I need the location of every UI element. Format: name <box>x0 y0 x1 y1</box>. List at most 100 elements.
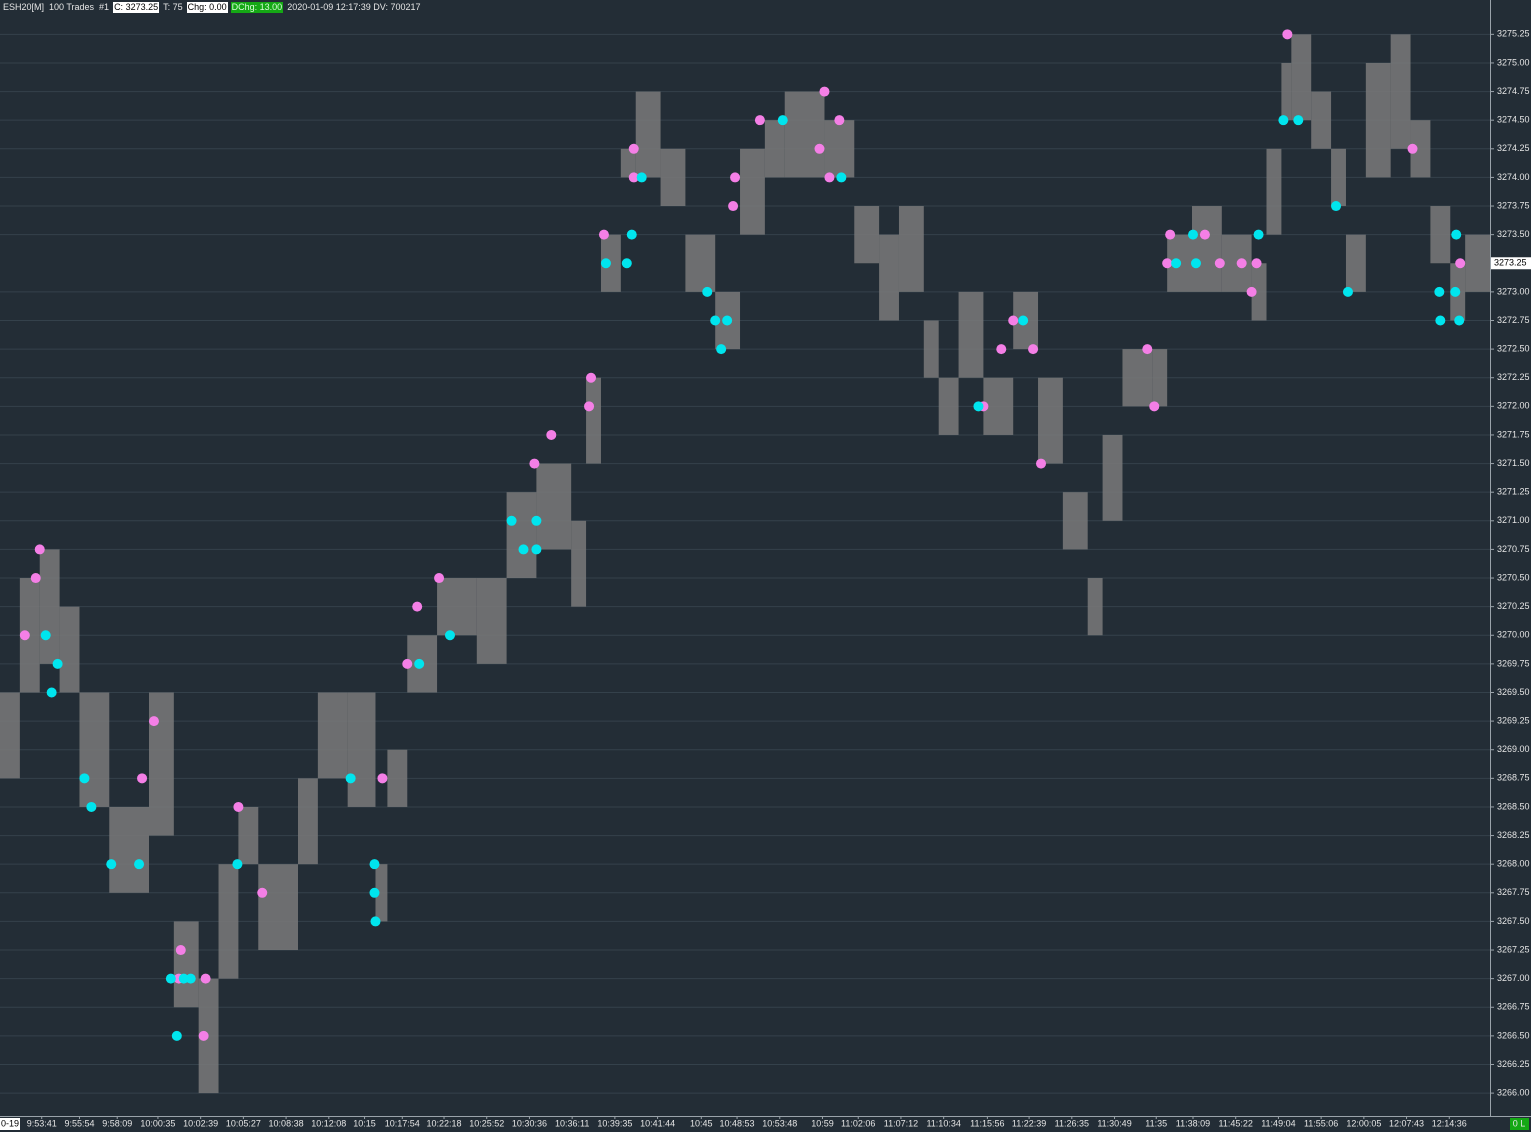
signal-marker <box>1171 258 1182 269</box>
signal-marker <box>444 630 455 641</box>
price-bar <box>740 148 765 235</box>
signal-marker <box>600 258 611 269</box>
y-tick-label: 3271.00 <box>1497 515 1530 525</box>
price-bar <box>375 864 388 922</box>
price-bar <box>1465 234 1490 292</box>
x-tick-label: 10:39:35 <box>597 1118 632 1128</box>
y-tick-label: 3273.00 <box>1497 286 1530 296</box>
signal-marker <box>377 773 388 784</box>
signal-marker <box>628 172 639 183</box>
x-tick-label: 10:36:11 <box>555 1118 589 1128</box>
x-tick-label: 10:30:36 <box>512 1118 547 1128</box>
x-tick-label: 11:07:12 <box>884 1118 918 1128</box>
signal-marker <box>175 945 186 956</box>
trades: T: 75 <box>163 2 183 12</box>
x-tick-label: 9:53:41 <box>27 1118 57 1128</box>
x-tick-label: 11:30:49 <box>1097 1118 1131 1128</box>
signal-marker <box>198 1030 209 1041</box>
x-tick-label: 10:59 <box>811 1118 834 1128</box>
x-tick-label: 11:02:06 <box>841 1118 875 1128</box>
signal-marker <box>171 1030 182 1041</box>
price-bar <box>764 120 785 178</box>
price-bar <box>536 463 572 550</box>
signal-marker <box>834 115 845 126</box>
y-tick-label: 3274.75 <box>1497 86 1530 96</box>
price-bar <box>506 492 537 579</box>
signal-marker <box>1451 229 1462 240</box>
x-tick-label: 9:55:54 <box>64 1118 94 1128</box>
price-bar <box>1331 148 1346 207</box>
price-bar <box>958 291 984 378</box>
session-label: 0-19 <box>1 1118 19 1128</box>
y-tick-label: 3272.00 <box>1497 401 1530 411</box>
signal-marker <box>1434 286 1445 297</box>
y-tick-label: 3272.75 <box>1497 315 1530 325</box>
signal-marker <box>836 172 847 183</box>
signal-marker <box>30 573 41 584</box>
x-tick-label: 12:07:43 <box>1389 1118 1424 1128</box>
y-tick-label: 3268.00 <box>1497 859 1530 869</box>
signal-marker <box>1187 229 1198 240</box>
signal-marker <box>86 801 97 812</box>
y-tick-label: 3275.25 <box>1497 29 1530 39</box>
x-tick-label: 10:22:18 <box>426 1118 461 1128</box>
y-tick-label: 3275.00 <box>1497 57 1530 67</box>
x-tick-label: 10:48:53 <box>720 1118 755 1128</box>
x-tick-label: 10:12:08 <box>311 1118 346 1128</box>
price-bar <box>854 206 880 264</box>
signal-marker <box>819 86 830 97</box>
price-bar <box>1390 34 1411 149</box>
price-bar <box>1291 34 1312 121</box>
price-bar <box>1192 206 1222 292</box>
x-tick-label: 10:41:44 <box>640 1118 675 1128</box>
signal-marker <box>1251 258 1262 269</box>
signal-marker <box>414 658 425 669</box>
info: 2020-01-09 12:17:39 DV: 700217 <box>287 2 421 12</box>
x-tick-label: 10:05:27 <box>226 1118 261 1128</box>
price-bar <box>0 692 20 779</box>
x-tick-label: 11:22:39 <box>1012 1118 1046 1128</box>
x-tick-label: 11:35 <box>1145 1118 1167 1128</box>
y-tick-label: 3270.00 <box>1497 630 1530 640</box>
signal-marker <box>636 172 647 183</box>
price-bar <box>1281 62 1292 121</box>
y-tick-label: 3267.25 <box>1497 944 1530 954</box>
y-tick-label: 3266.00 <box>1497 1087 1530 1097</box>
y-tick-label: 3269.50 <box>1497 687 1530 697</box>
signal-marker <box>1342 286 1353 297</box>
x-tick-label: 11:45:22 <box>1219 1118 1253 1128</box>
signal-marker <box>1278 115 1289 126</box>
price-bar <box>149 692 174 836</box>
price-bar <box>1087 578 1103 636</box>
x-tick-label: 10:25:52 <box>469 1118 504 1128</box>
signal-marker <box>730 172 741 183</box>
x-tick-label: 10:15 <box>353 1118 376 1128</box>
price-bar <box>298 778 318 865</box>
signal-marker <box>257 887 268 898</box>
signal-marker <box>1190 258 1201 269</box>
signal-marker <box>178 973 189 984</box>
y-tick-label: 3274.25 <box>1497 143 1530 153</box>
y-tick-label: 3272.25 <box>1497 372 1530 382</box>
signal-marker <box>134 859 145 870</box>
price-bar <box>938 377 959 435</box>
status-label: 0 L <box>1513 1118 1526 1128</box>
price-bar <box>824 120 855 178</box>
x-tick-label: 11:55:06 <box>1304 1118 1338 1128</box>
price-bar <box>1410 120 1431 178</box>
signal-marker <box>702 286 713 297</box>
signal-marker <box>973 401 984 412</box>
y-tick-label: 3273.75 <box>1497 200 1530 210</box>
x-tick-label: 10:02:39 <box>183 1118 218 1128</box>
signal-marker <box>370 916 381 927</box>
y-tick-label: 3266.50 <box>1497 1030 1530 1040</box>
price-bar <box>784 91 825 178</box>
signal-marker <box>200 973 211 984</box>
signal-marker <box>1199 229 1210 240</box>
signal-marker <box>137 773 148 784</box>
price-bar <box>258 864 298 951</box>
price-bar <box>39 549 60 664</box>
signal-marker <box>529 458 540 469</box>
price-bar <box>437 578 477 636</box>
